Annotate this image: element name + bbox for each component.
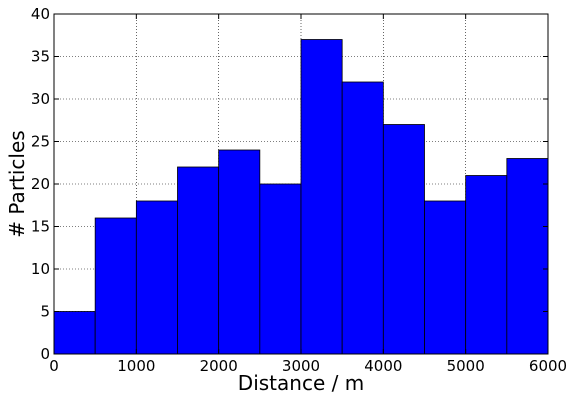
x-axis-label: Distance / m <box>238 371 364 395</box>
x-tick-label: 6000 <box>529 357 567 375</box>
y-tick-label: 25 <box>31 133 50 151</box>
x-tick-label: 0 <box>49 357 59 375</box>
histogram-bar <box>218 149 261 355</box>
histogram-bar <box>177 166 220 355</box>
y-tick-label: 40 <box>31 5 50 23</box>
x-tick-label: 1000 <box>117 357 155 375</box>
histogram-bar <box>300 39 343 355</box>
histogram-bar <box>506 158 549 355</box>
ticks: 0 1000 2000 3000 4000 5000 6000 0 5 10 15 20 25 30 35 4… <box>31 5 567 375</box>
histogram-bar <box>135 200 178 355</box>
histogram-bar <box>259 183 302 355</box>
histogram-bar <box>341 81 384 355</box>
bars <box>53 39 549 355</box>
histogram-bar <box>53 311 96 355</box>
y-tick-label: 10 <box>31 260 50 278</box>
y-axis-label: # Particles <box>5 130 29 237</box>
histogram-bar <box>424 200 467 355</box>
y-tick-label: 20 <box>31 175 50 193</box>
y-tick-label: 35 <box>31 48 50 66</box>
y-tick-label: 30 <box>31 90 50 108</box>
x-tick-label: 4000 <box>364 357 402 375</box>
y-tick-label: 5 <box>40 303 50 321</box>
histogram-bar <box>94 217 137 355</box>
x-tick-label: 3000 <box>282 357 320 375</box>
histogram-bar <box>465 175 508 355</box>
y-tick-label: 15 <box>31 218 50 236</box>
x-tick-label: 2000 <box>200 357 238 375</box>
y-tick-label: 0 <box>40 345 50 363</box>
histogram-bar <box>382 124 425 355</box>
x-tick-label: 5000 <box>447 357 485 375</box>
